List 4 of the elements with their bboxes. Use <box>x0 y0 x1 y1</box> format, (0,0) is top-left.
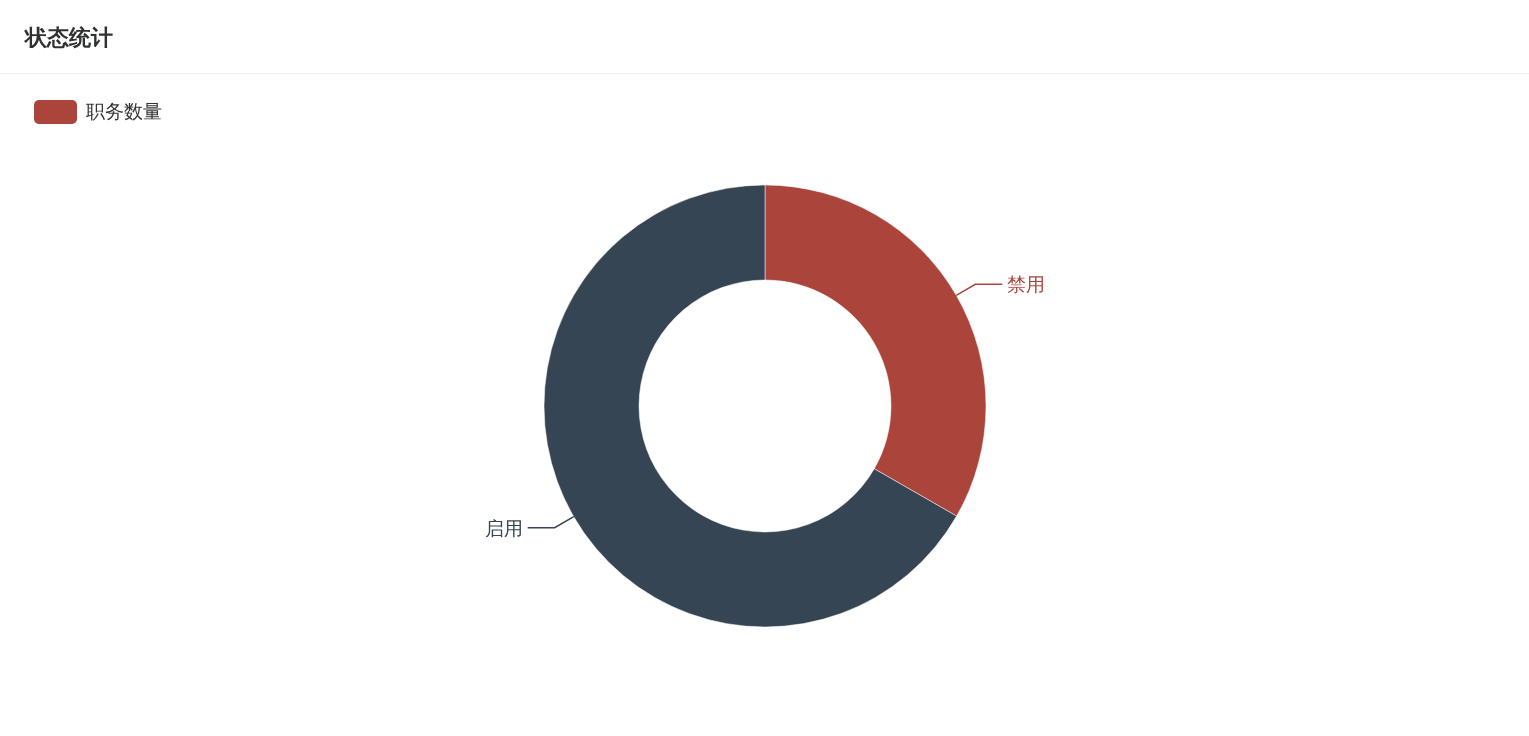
slice-label: 启用 <box>484 516 523 539</box>
legend-label: 职务数量 <box>86 100 162 122</box>
chart-title: 状态统计 <box>23 25 113 50</box>
slice-label: 禁用 <box>1007 273 1046 296</box>
